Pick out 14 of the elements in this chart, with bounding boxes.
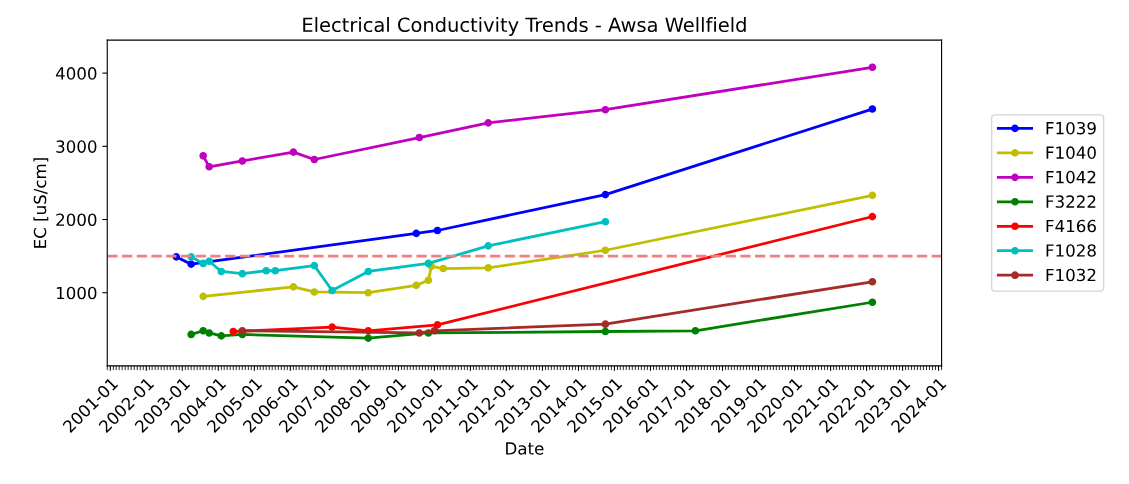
- y-tick-label: 2000: [56, 213, 97, 227]
- legend-label: F4166: [1046, 219, 1096, 233]
- y-tick-label: 3000: [56, 140, 97, 153]
- legend-label: F3222: [1046, 195, 1096, 208]
- legend-label: F1028: [1046, 244, 1096, 257]
- x-axis-title: Date: [506, 442, 544, 455]
- legend-label: F1032: [1046, 268, 1096, 282]
- legend-label: F1042: [1046, 170, 1096, 184]
- legend-label: F1039: [1046, 121, 1096, 135]
- y-tick-label: 4000: [55, 67, 97, 80]
- chart-title: Electrical Conductivity Trends - Awsa Wellfield: [303, 17, 746, 36]
- y-axis-title: EC [uS/cm]: [33, 158, 49, 248]
- y-tick-label: 1000: [56, 286, 97, 300]
- legend-label: F1040: [1046, 146, 1096, 159]
